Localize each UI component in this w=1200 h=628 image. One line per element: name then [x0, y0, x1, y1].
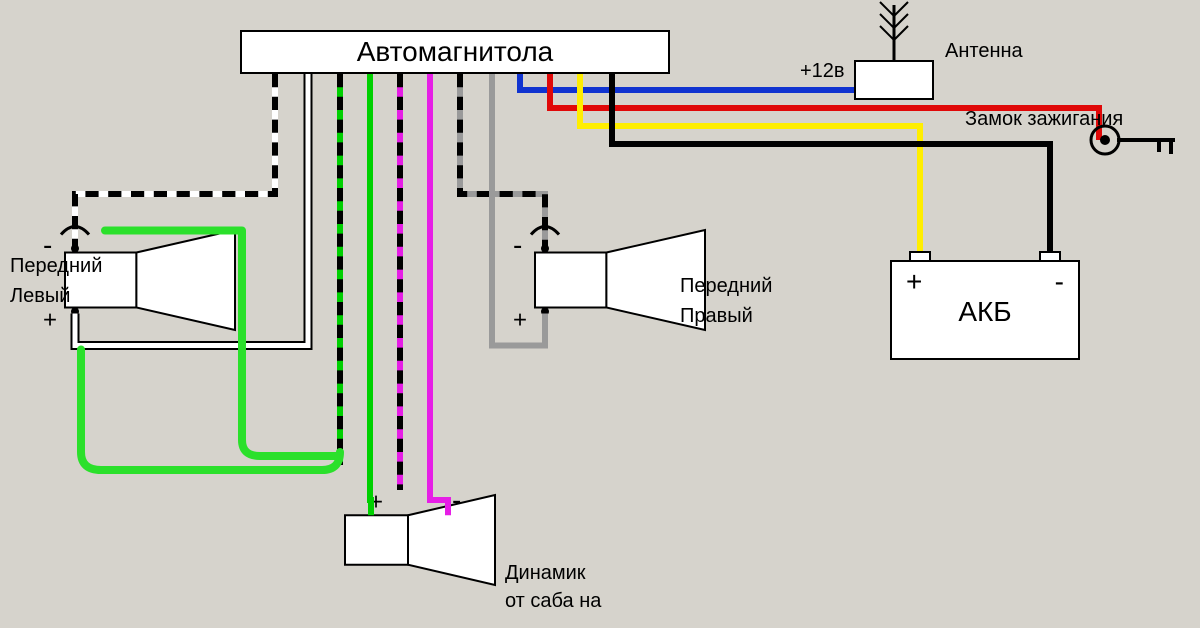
- ignition-label: Замок зажигания: [965, 108, 1123, 131]
- battery-label: АКБ: [958, 296, 1011, 327]
- svg-text:-: -: [452, 484, 461, 515]
- svg-text:-: -: [513, 230, 522, 261]
- battery: + - АКБ: [890, 260, 1080, 360]
- v12-label: +12в: [800, 60, 845, 83]
- battery-minus: -: [1055, 266, 1064, 298]
- front-left-label-2: Левый: [10, 285, 70, 308]
- sub-label-2: от саба на: [505, 590, 601, 613]
- svg-text:+: +: [43, 307, 57, 334]
- head-unit-label: Автомагнитола: [357, 36, 554, 67]
- front-right-label-1: Передний: [680, 275, 772, 298]
- antenna-module: [854, 60, 934, 100]
- battery-plus: +: [906, 266, 922, 298]
- sub-label-1: Динамик: [505, 562, 586, 585]
- front-right-label-2: Правый: [680, 305, 753, 328]
- front-left-label-1: Передний: [10, 255, 102, 278]
- antenna-label: Антенна: [945, 40, 1023, 63]
- head-unit: Автомагнитола: [240, 30, 670, 74]
- svg-text:+: +: [513, 307, 527, 334]
